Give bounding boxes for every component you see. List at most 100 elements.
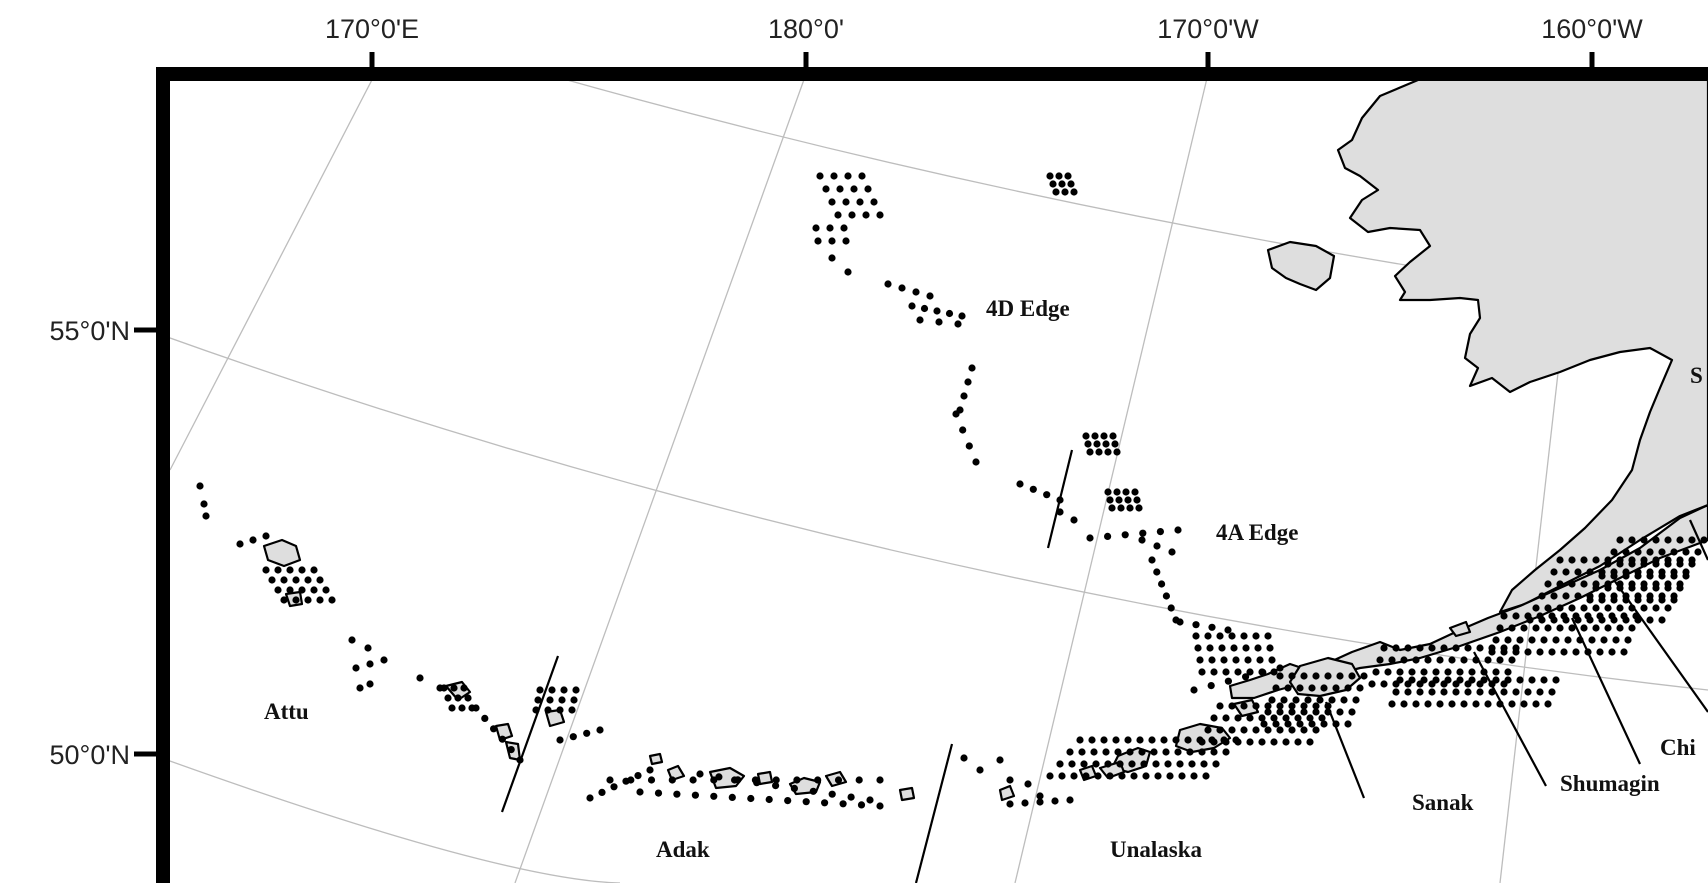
station-dot [1624,636,1632,644]
station-dot [304,596,312,604]
station-dot [1276,702,1284,710]
station-dot [828,198,836,206]
station-dot [1252,702,1260,710]
station-dot [316,596,324,604]
station-dot [1066,796,1074,804]
station-dot [1492,636,1500,644]
station-dot [1300,726,1308,734]
station-dot [1562,592,1570,600]
station-dot [1288,726,1296,734]
station-dot [202,512,210,520]
station-dot [954,320,962,328]
station-dot [1592,604,1600,612]
station-dot [1109,432,1117,440]
station-dot [1608,648,1616,656]
station-dot [772,782,780,790]
station-dot [1196,656,1204,664]
station-dot [1082,432,1090,440]
label-chi: Chi [1660,735,1696,760]
station-dot [1091,432,1099,440]
station-dot [1556,580,1564,588]
station-dot [634,772,642,780]
station-dot [812,224,820,232]
station-dot [1348,708,1356,716]
station-dot [286,586,294,594]
station-dot [646,766,654,774]
station-dot [1562,616,1570,624]
station-dot [1272,684,1280,692]
station-dot [1620,648,1628,656]
station-dot [1162,748,1170,756]
station-dot [1670,572,1678,580]
station-dot [1264,708,1272,716]
station-dot [1112,736,1120,744]
lon-label-170e: 170°0'E [325,14,419,44]
station-dot [1452,688,1460,696]
station-dot [1646,616,1654,624]
station-dot [1628,624,1636,632]
station-dot [1276,726,1284,734]
unalaska-island [1174,722,1232,754]
station-dot [1178,772,1186,780]
station-dot [1336,672,1344,680]
station-dot [1133,496,1141,504]
station-dot [734,776,742,784]
station-dot [1640,584,1648,592]
station-dot [1676,560,1684,568]
station-dot [1070,772,1078,780]
station-dot [1108,504,1116,512]
station-dot [1260,720,1268,728]
station-dot [1126,748,1134,756]
station-dot [1312,726,1320,734]
station-dot [920,304,929,313]
station-dot [1528,636,1536,644]
station-dot [1242,644,1250,652]
station-dot [1188,760,1196,768]
station-dot [958,312,966,320]
station-dot [828,790,836,798]
station-dot [1266,644,1274,652]
station-dot [1340,696,1348,704]
station-dot [1456,676,1464,684]
station-dot [1294,714,1302,722]
station-dot [1612,636,1620,644]
station-dot [1568,604,1576,612]
station-dot [1090,748,1098,756]
station-dot [1368,680,1376,688]
station-dot [1172,736,1180,744]
station-dot [1153,568,1161,576]
station-dot [1208,656,1216,664]
station-dot [458,704,466,712]
station-dot [1240,702,1248,710]
station-dot [274,566,282,574]
station-dot [1388,656,1396,664]
station-dot [866,796,874,804]
station-dot [1306,738,1314,746]
station-dot [636,788,644,796]
station-dot [1222,668,1230,676]
station-dot [802,798,810,806]
lon-label-180: 180°0' [768,14,844,44]
station-dot [1598,616,1606,624]
station-dot [1140,760,1148,768]
station-dot [1682,572,1690,580]
station-dot [1552,676,1560,684]
station-dot [498,735,506,743]
station-dot [1428,688,1436,696]
station-dot [952,410,960,418]
station-dot [1388,700,1396,708]
station-dot [1592,584,1600,592]
station-dot [262,566,270,574]
station-dot [1504,636,1512,644]
station-dot [1500,688,1508,696]
station-dot [322,586,330,594]
station-dot [790,784,799,793]
station-dot [1556,624,1564,632]
station-dot [1544,604,1552,612]
label-unalaska: Unalaska [1110,837,1203,862]
station-dot [1234,714,1242,722]
station-dot [822,185,830,193]
station-dot [1131,488,1139,496]
station-dot [1548,688,1556,696]
station-dot [842,237,850,245]
